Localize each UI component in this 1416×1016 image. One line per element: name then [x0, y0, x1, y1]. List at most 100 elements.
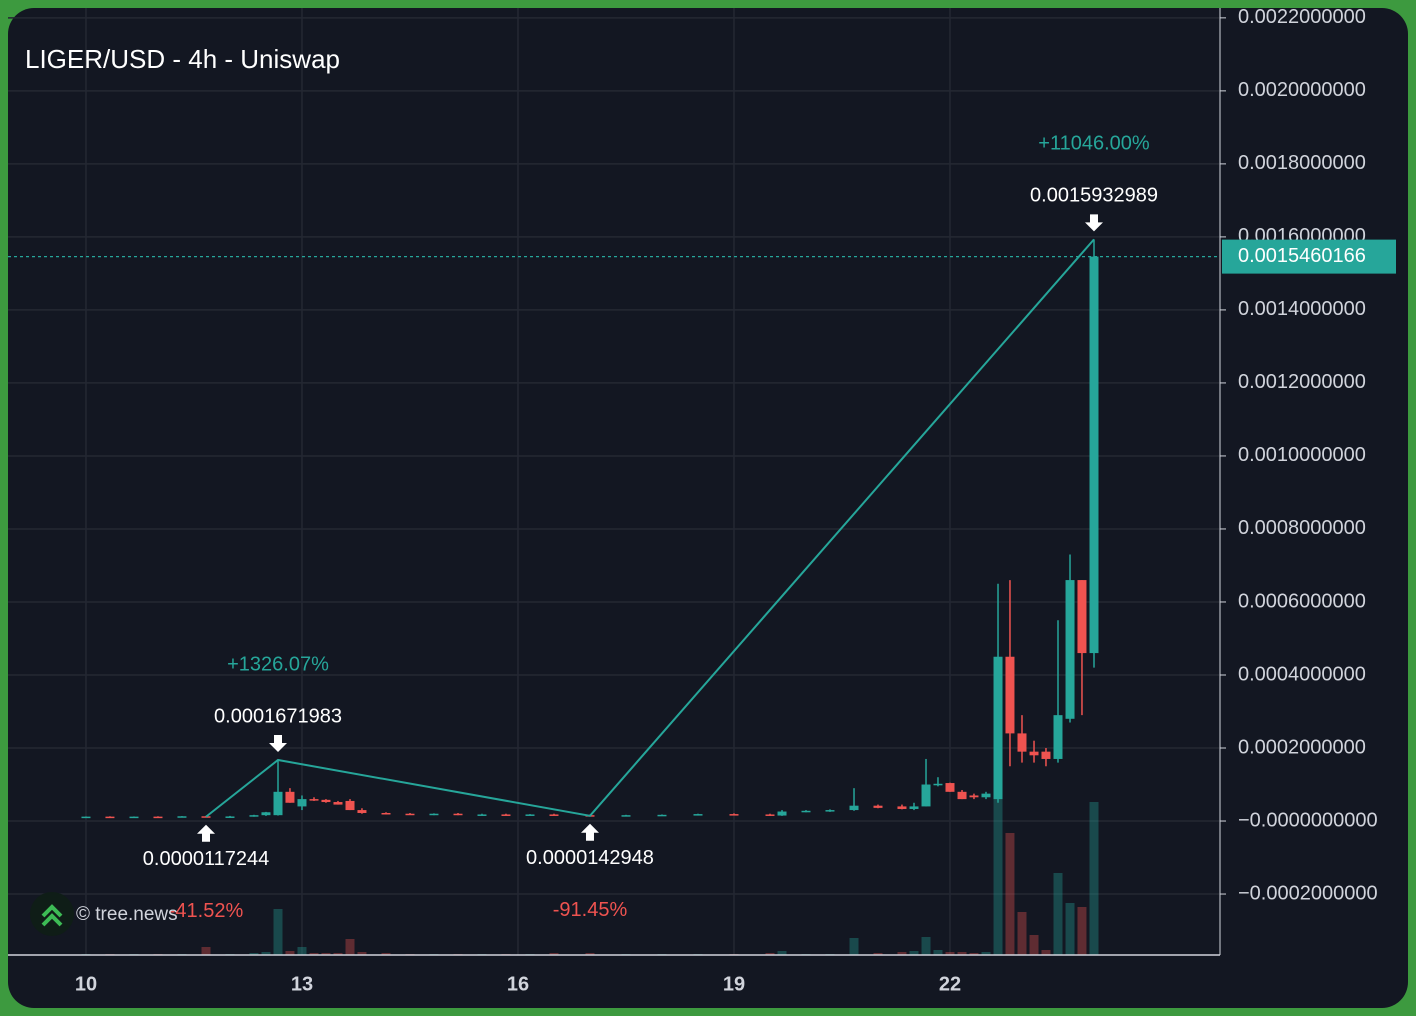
y-tick-label: 0.0014000000 [1238, 298, 1366, 320]
volume-bar [201, 947, 211, 955]
volume-bar [777, 951, 787, 955]
pivot-change: +1326.07% [227, 653, 329, 675]
volume-bar [873, 953, 883, 955]
candle-body [249, 815, 259, 817]
candle-body [957, 791, 967, 800]
candle-body [477, 814, 487, 816]
candle-body [309, 799, 319, 801]
watermark: © tree.news [30, 892, 178, 936]
pivot-arrow [1084, 214, 1103, 232]
pivot-change: -41.52% [169, 900, 244, 922]
volume-bar [585, 953, 595, 955]
volume-bar [273, 909, 283, 955]
volume-bar [1005, 833, 1015, 955]
candle-body [825, 810, 835, 812]
volume-bar [285, 951, 295, 955]
y-tick-label: 0.0002000000 [1238, 736, 1366, 758]
candle-body [1077, 580, 1087, 654]
y-tick-label: 0.0006000000 [1238, 590, 1366, 612]
pivot-arrow [269, 734, 288, 752]
volume-bar [897, 952, 907, 955]
candle-body [381, 812, 391, 815]
candle-body [801, 810, 811, 813]
y-tick-label: 0.0008000000 [1238, 517, 1366, 539]
volume-bar [1053, 873, 1063, 955]
volume-bar [969, 953, 979, 955]
volume-bar [1041, 950, 1051, 955]
candle-body [933, 783, 943, 786]
y-tick-label: −0.0000000000 [1238, 809, 1378, 831]
volume-bar [981, 952, 991, 955]
candle-body [945, 783, 955, 792]
candle-body [81, 816, 91, 819]
y-tick-label: 0.0022000000 [1238, 6, 1366, 28]
chart-title: LIGER/USD - 4h - Uniswap [25, 44, 340, 74]
volume-bar [357, 952, 367, 955]
candle-body [873, 805, 883, 808]
candle-body [657, 814, 667, 817]
pivot-price: 0.0000117244 [143, 848, 269, 870]
pivot-price: 0.0015932989 [1030, 185, 1158, 207]
candle-body [621, 815, 631, 817]
candle-body [1017, 733, 1027, 752]
candle-body [549, 814, 559, 816]
candle-body [345, 800, 355, 811]
candle-body [1053, 715, 1063, 759]
volume-bar [909, 951, 919, 955]
volume-bar [345, 939, 355, 955]
volume-bar [333, 953, 343, 955]
volume-bar [1077, 907, 1087, 955]
volume-bar [945, 952, 955, 955]
candle-body [1005, 656, 1015, 734]
volume-bar [381, 953, 391, 955]
candle-body [405, 813, 415, 816]
volume-bar [549, 953, 559, 955]
candle-body [261, 812, 271, 816]
volume-bar [309, 953, 319, 955]
candle-body [501, 814, 511, 816]
candle-body [693, 814, 703, 816]
candle-body [969, 795, 979, 798]
candle-body [153, 816, 163, 819]
candle-body [897, 806, 907, 809]
volume-bar [957, 952, 967, 955]
y-tick-label: 0.0018000000 [1238, 152, 1366, 174]
x-tick-label: 22 [939, 973, 961, 995]
candle-body [1065, 580, 1075, 719]
candle-body [849, 805, 859, 811]
candle-body [777, 811, 787, 816]
candle-body [285, 791, 295, 803]
y-tick-label: −0.0002000000 [1238, 882, 1378, 904]
candle-body [1089, 256, 1099, 654]
logo-mark [41, 904, 63, 927]
pivot-change: -91.45% [553, 899, 628, 921]
candle-body [105, 816, 115, 819]
candle-body [453, 813, 463, 816]
volume-bar [261, 952, 271, 955]
y-tick-label: 0.0004000000 [1238, 663, 1366, 685]
candle-body [321, 799, 331, 803]
pivot-change: +11046.00% [1038, 133, 1150, 155]
last-price-label: 0.0015460166 [1238, 245, 1366, 267]
volume-bar [249, 953, 259, 955]
candle-body [729, 814, 739, 816]
last-price-box [1222, 239, 1396, 274]
x-tick-label: 19 [723, 973, 745, 995]
candle-body [357, 810, 367, 813]
volume-bar [1029, 935, 1039, 955]
candle-body [429, 813, 439, 816]
volume-bar [1017, 912, 1027, 955]
candle-body [525, 814, 535, 816]
candle-body [993, 656, 1003, 800]
candle-body [273, 791, 283, 816]
volume-bar [921, 937, 931, 955]
candle-body [297, 799, 307, 807]
volume-bar [1089, 802, 1099, 955]
candle-body [921, 784, 931, 807]
x-tick-label: 13 [291, 973, 313, 995]
volume-bar [321, 953, 331, 955]
candle-body [201, 816, 211, 818]
y-tick-label: 0.0012000000 [1238, 371, 1366, 393]
candle-body [1041, 751, 1051, 759]
